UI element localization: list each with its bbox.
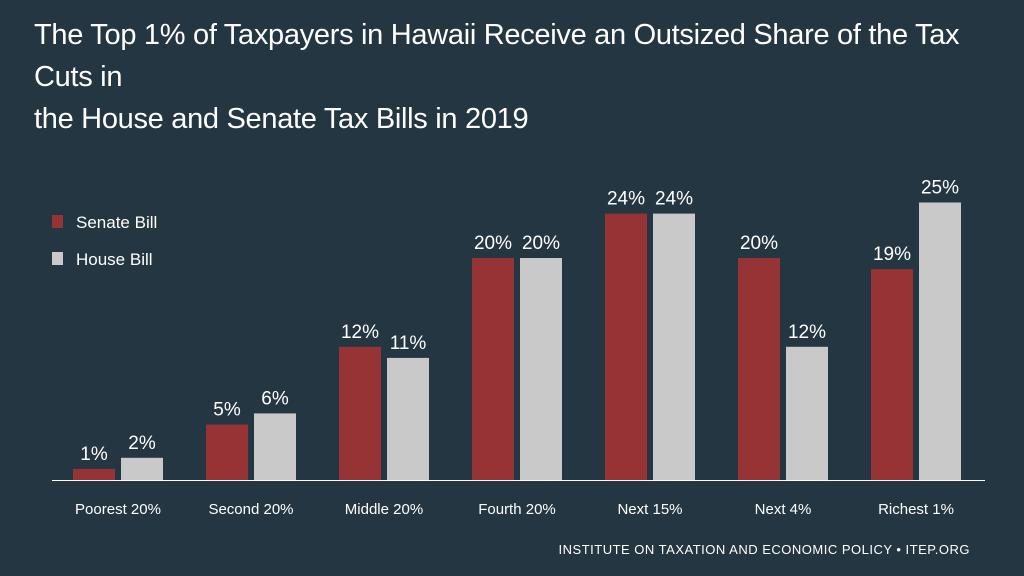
x-tick-label-2: Middle 20% — [345, 501, 423, 518]
chart-title-line1: The Top 1% of Taxpayers in Hawaii Receiv… — [34, 19, 960, 93]
bar-senate-1 — [206, 424, 248, 480]
x-tick-label-3: Fourth 20% — [478, 501, 556, 518]
data-label-house-3: 20% — [522, 233, 560, 254]
x-tick-label-4: Next 15% — [617, 501, 682, 518]
legend-swatch-senate — [52, 215, 63, 228]
bar-house-1 — [254, 413, 296, 480]
chart-title-line2: the House and Senate Tax Bills in 2019 — [34, 103, 529, 135]
data-label-house-6: 25% — [921, 178, 959, 199]
data-label-house-5: 12% — [788, 322, 826, 343]
bar-senate-6 — [871, 269, 913, 480]
data-label-house-2: 11% — [390, 333, 427, 354]
data-label-senate-6: 19% — [873, 244, 911, 265]
bar-house-5 — [786, 346, 828, 480]
bar-senate-5 — [738, 258, 780, 480]
legend-label-house: House Bill — [76, 250, 153, 269]
source-credit: INSTITUTE ON TAXATION AND ECONOMIC POLIC… — [558, 542, 970, 557]
x-tick-label-0: Poorest 20% — [75, 501, 161, 518]
data-label-senate-0: 1% — [80, 444, 108, 465]
data-label-house-4: 24% — [655, 189, 693, 210]
data-label-house-0: 2% — [128, 433, 156, 454]
x-tick-label-5: Next 4% — [755, 501, 812, 518]
bar-senate-4 — [605, 213, 647, 480]
legend-label-senate: Senate Bill — [76, 213, 157, 232]
x-tick-label-6: Richest 1% — [878, 501, 954, 518]
data-label-senate-1: 5% — [213, 400, 241, 421]
legend-swatch-house — [52, 252, 63, 265]
data-label-senate-3: 20% — [474, 233, 512, 254]
data-label-senate-4: 24% — [607, 189, 645, 210]
x-tick-label-1: Second 20% — [208, 501, 293, 518]
bar-house-6 — [919, 202, 961, 480]
legend: Senate Bill House Bill — [52, 213, 157, 269]
bar-house-0 — [121, 457, 163, 480]
data-label-senate-2: 12% — [341, 322, 379, 343]
bar-house-2 — [387, 357, 429, 480]
data-label-senate-5: 20% — [740, 233, 778, 254]
bar-senate-0 — [73, 468, 115, 480]
x-tick-labels: Poorest 20% Second 20% Middle 20% Fourth 20… — [75, 501, 954, 518]
data-labels: 1% 2% 5% 6% 12% 11% 20% 20% 24% 24% 20% 12% 19% 25% — [80, 178, 959, 465]
bars — [73, 202, 961, 480]
bar-house-4 — [653, 213, 695, 480]
data-label-house-1: 6% — [261, 388, 289, 409]
bar-senate-2 — [339, 346, 381, 480]
chart-title: The Top 1% of Taxpayers in Hawaii Receiv… — [34, 14, 994, 140]
bar-senate-3 — [472, 258, 514, 480]
bar-house-3 — [520, 258, 562, 480]
